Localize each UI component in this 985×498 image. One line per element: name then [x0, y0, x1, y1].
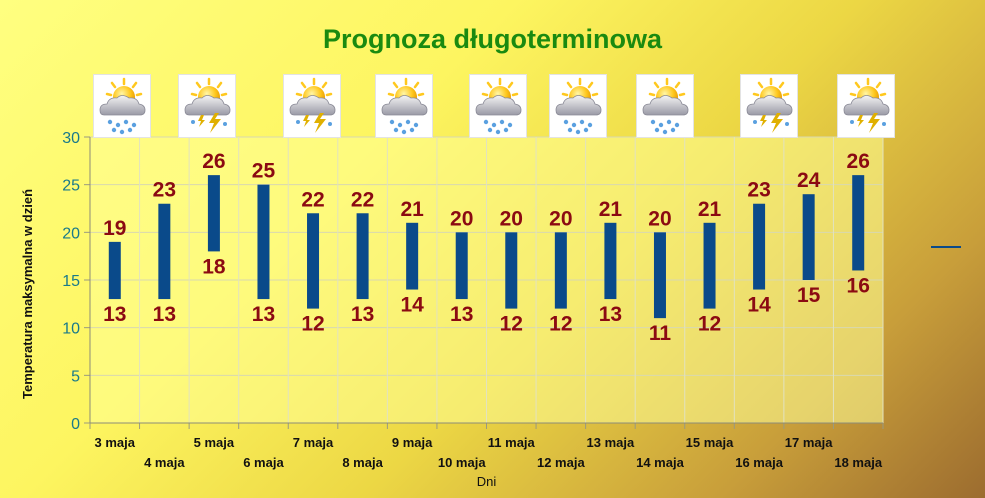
- low-value-label: 11: [649, 322, 672, 345]
- x-tick-label: 9 maja: [392, 435, 433, 450]
- low-value-label: 14: [747, 294, 771, 317]
- high-value-label: 22: [351, 188, 374, 211]
- x-tick-label: 3 maja: [95, 435, 136, 450]
- sun-cloud-rain-icon: [469, 74, 527, 138]
- low-value-label: 15: [797, 284, 821, 307]
- sun-cloud-storm-icon: [740, 74, 798, 138]
- x-tick-label: 13 maja: [587, 435, 635, 450]
- y-tick-label: 20: [62, 225, 80, 242]
- high-value-label: 23: [153, 179, 176, 202]
- high-value-label: 21: [599, 198, 623, 221]
- high-value-label: 26: [202, 150, 225, 173]
- y-tick-label: 25: [62, 178, 80, 195]
- low-value-label: 13: [599, 303, 622, 326]
- x-axis-title: Dni: [477, 474, 497, 489]
- x-tick-label: 7 maja: [293, 435, 334, 450]
- temperature-bar: [356, 213, 369, 300]
- temperature-bar: [852, 175, 865, 271]
- temperature-bar: [802, 194, 815, 280]
- temperature-bar: [108, 241, 121, 300]
- low-value-label: 13: [153, 303, 176, 326]
- y-tick-label: 5: [71, 368, 80, 385]
- sun-cloud-storm-icon: [178, 74, 236, 138]
- temperature-bar: [753, 203, 766, 290]
- high-value-label: 19: [103, 217, 126, 240]
- temperature-bar: [703, 222, 716, 309]
- temperature-bar: [307, 213, 320, 309]
- low-value-label: 18: [202, 255, 226, 278]
- x-tick-label: 12 maja: [537, 455, 585, 470]
- sun-cloud-rain-icon: [636, 74, 694, 138]
- temperature-bar: [455, 232, 468, 300]
- x-tick-label: 5 maja: [194, 435, 235, 450]
- temperature-bar: [406, 222, 419, 290]
- low-value-label: 12: [301, 313, 324, 336]
- x-tick-label: 14 maja: [636, 455, 684, 470]
- low-value-label: 16: [847, 274, 870, 297]
- low-value-label: 13: [351, 303, 374, 326]
- low-value-label: 12: [500, 313, 523, 336]
- sun-cloud-storm-icon: [283, 74, 341, 138]
- temperature-bar: [554, 232, 567, 309]
- x-tick-label: 15 maja: [686, 435, 734, 450]
- x-tick-label: 10 maja: [438, 455, 486, 470]
- x-tick-label: 18 maja: [834, 455, 882, 470]
- high-value-label: 22: [301, 188, 324, 211]
- y-tick-label: 0: [71, 416, 80, 433]
- sun-cloud-rain-icon: [549, 74, 607, 138]
- high-value-label: 23: [747, 179, 770, 202]
- chart-title: Prognoza długoterminowa: [322, 24, 662, 54]
- x-tick-label: 4 maja: [144, 455, 185, 470]
- high-value-label: 21: [400, 198, 424, 221]
- high-value-label: 20: [450, 207, 473, 230]
- y-axis-title: Temperatura maksymalna w dzień: [20, 189, 35, 399]
- temperature-bar: [604, 222, 617, 300]
- x-tick-label: 17 maja: [785, 435, 833, 450]
- high-value-label: 25: [252, 160, 276, 183]
- x-tick-label: 8 maja: [342, 455, 383, 470]
- high-value-label: 24: [797, 169, 821, 192]
- y-tick-label: 15: [62, 273, 80, 290]
- low-value-label: 12: [698, 313, 721, 336]
- sun-cloud-rain-icon: [375, 74, 433, 138]
- x-tick-label: 6 maja: [243, 455, 284, 470]
- high-value-label: 26: [847, 150, 870, 173]
- low-value-label: 13: [103, 303, 126, 326]
- high-value-label: 20: [648, 207, 671, 230]
- y-tick-label: 30: [62, 130, 80, 147]
- temperature-bar: [158, 203, 171, 300]
- temperature-bar: [505, 232, 518, 309]
- x-tick-label: 16 maja: [735, 455, 783, 470]
- low-value-label: 13: [450, 303, 473, 326]
- high-value-label: 21: [698, 198, 722, 221]
- temperature-bar: [257, 184, 270, 300]
- sun-cloud-storm-icon: [837, 74, 895, 138]
- low-value-label: 13: [252, 303, 275, 326]
- temperature-bar: [207, 175, 220, 252]
- high-value-label: 20: [549, 207, 572, 230]
- sun-cloud-rain-icon: [93, 74, 151, 138]
- y-tick-label: 10: [62, 321, 80, 338]
- high-value-label: 20: [500, 207, 523, 230]
- x-tick-label: 11 maja: [488, 435, 536, 450]
- low-value-label: 14: [400, 294, 424, 317]
- temperature-bar: [653, 232, 666, 319]
- low-value-label: 12: [549, 313, 572, 336]
